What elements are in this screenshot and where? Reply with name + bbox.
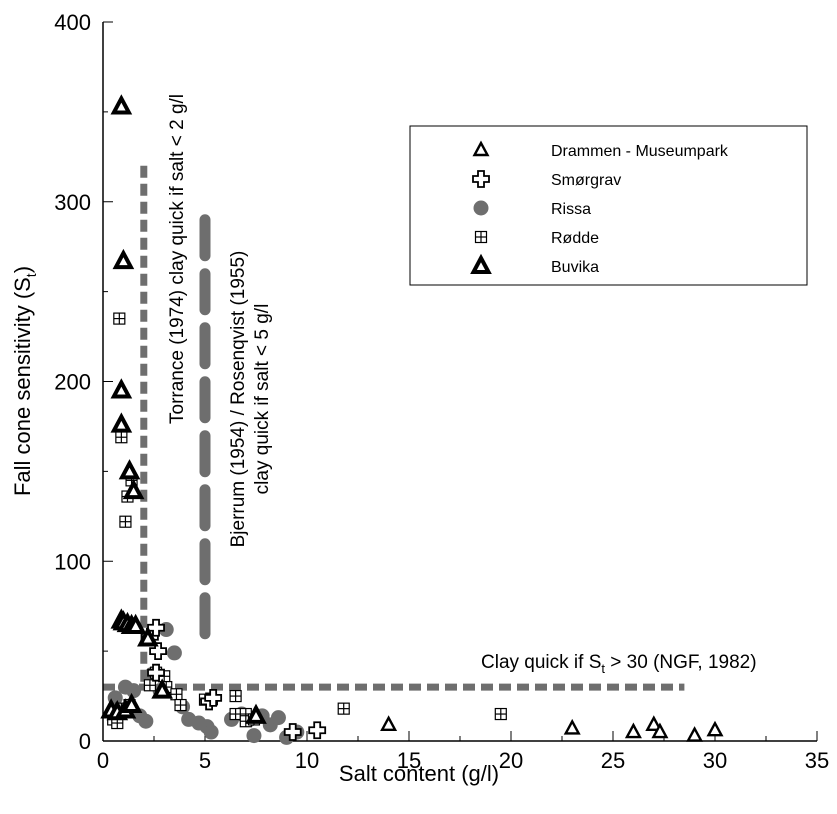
point-r-dde bbox=[174, 698, 187, 712]
point-r-dde bbox=[229, 689, 242, 703]
legend-items: Drammen - Museumpark Smørgrav Rissa Rødde Bu… bbox=[470, 140, 729, 276]
point-drammen-museumpark bbox=[380, 715, 398, 732]
point-rissa bbox=[270, 710, 286, 726]
point-sm-rgrav bbox=[147, 663, 165, 682]
legend-marker-rissa bbox=[473, 200, 489, 216]
point-r-dde bbox=[494, 707, 507, 721]
reference-lines bbox=[103, 165, 685, 691]
annotation-bjerrum-line1: Bjerrum (1954) / Rosenqvist (1955) bbox=[228, 251, 249, 548]
x-tick-label: 35 bbox=[805, 748, 829, 773]
x-tick-label: 25 bbox=[601, 748, 625, 773]
legend-label-r-dde: Rødde bbox=[551, 230, 599, 247]
point-buvika bbox=[112, 248, 135, 270]
x-tick-label: 15 bbox=[397, 748, 421, 773]
point-drammen-museumpark bbox=[706, 720, 724, 737]
point-sm-rgrav bbox=[283, 723, 302, 741]
legend-marker-r-dde bbox=[474, 230, 488, 244]
point-rissa bbox=[138, 713, 154, 729]
y-tick-label: 0 bbox=[79, 729, 91, 754]
point-r-dde bbox=[337, 702, 350, 715]
point-buvika bbox=[124, 613, 147, 634]
x-tick-label: 0 bbox=[97, 748, 109, 773]
annotation-ngf-subscript: t bbox=[601, 661, 605, 676]
point-buvika bbox=[110, 378, 133, 399]
point-rissa bbox=[203, 724, 219, 740]
point-r-dde bbox=[229, 707, 242, 721]
y-ticks: 0 100 200 300 400 bbox=[54, 10, 113, 754]
point-r-dde bbox=[119, 515, 132, 528]
legend: Drammen - Museumpark Smørgrav Rissa Rødde Bu… bbox=[409, 125, 808, 286]
legend-label-buvika: Buvika bbox=[551, 259, 599, 276]
y-tick-label: 300 bbox=[54, 190, 91, 215]
point-r-dde bbox=[113, 312, 126, 325]
point-drammen-museumpark bbox=[563, 718, 581, 735]
legend-label-drammen-museumpark: Drammen - Museumpark bbox=[551, 143, 729, 160]
y-tick-label: 200 bbox=[54, 370, 91, 395]
x-tick-label: 30 bbox=[703, 748, 727, 773]
legend-label-sm-rgrav: Smørgrav bbox=[551, 172, 621, 189]
point-r-dde bbox=[143, 679, 157, 692]
x-axis-label: Salt content (g/l) bbox=[339, 761, 499, 786]
point-buvika bbox=[118, 459, 141, 480]
annotation-torrance: Torrance (1974) clay quick if salt < 2 g… bbox=[167, 94, 188, 424]
annotation-ngf: Clay quick if St > 30 (NGF, 1982) bbox=[481, 652, 757, 676]
point-sm-rgrav bbox=[308, 721, 327, 740]
point-buvika bbox=[110, 94, 133, 115]
annotation-bjerrum-line2: clay quick if salt < 5 g/l bbox=[252, 304, 273, 495]
x-tick-label: 20 bbox=[499, 748, 523, 773]
point-drammen-museumpark bbox=[624, 722, 642, 739]
point-buvika bbox=[120, 692, 143, 714]
y-tick-label: 100 bbox=[54, 549, 91, 574]
data-points bbox=[100, 94, 724, 745]
point-buvika bbox=[151, 678, 174, 699]
x-ticks: 0 5 10 15 20 25 30 35 bbox=[97, 731, 829, 773]
point-buvika bbox=[110, 412, 133, 433]
point-rissa bbox=[126, 683, 142, 699]
point-sm-rgrav bbox=[204, 688, 223, 707]
point-r-dde bbox=[115, 431, 128, 444]
point-drammen-museumpark bbox=[686, 726, 704, 742]
point-buvika bbox=[122, 478, 145, 500]
legend-marker-buvika bbox=[470, 253, 492, 274]
axes: 0 5 10 15 20 25 30 35 0 100 200 300 400 bbox=[54, 10, 829, 773]
point-buvika bbox=[245, 703, 267, 724]
point-buvika bbox=[137, 626, 159, 647]
point-rissa bbox=[166, 645, 182, 661]
legend-marker-drammen-museumpark bbox=[472, 140, 490, 157]
y-tick-label: 400 bbox=[54, 10, 91, 35]
x-tick-label: 10 bbox=[295, 748, 319, 773]
point-drammen-museumpark bbox=[645, 715, 663, 732]
y-axis-label-subscript: t bbox=[23, 273, 39, 277]
x-tick-label: 5 bbox=[199, 748, 211, 773]
y-axis-label: Fall cone sensitivity (St) bbox=[10, 266, 39, 496]
point-rissa bbox=[246, 728, 262, 744]
legend-label-rissa: Rissa bbox=[551, 201, 591, 218]
point-sm-rgrav bbox=[147, 618, 165, 637]
point-sm-rgrav bbox=[149, 642, 167, 661]
point-drammen-museumpark bbox=[651, 722, 669, 739]
legend-marker-sm-rgrav bbox=[472, 170, 490, 188]
